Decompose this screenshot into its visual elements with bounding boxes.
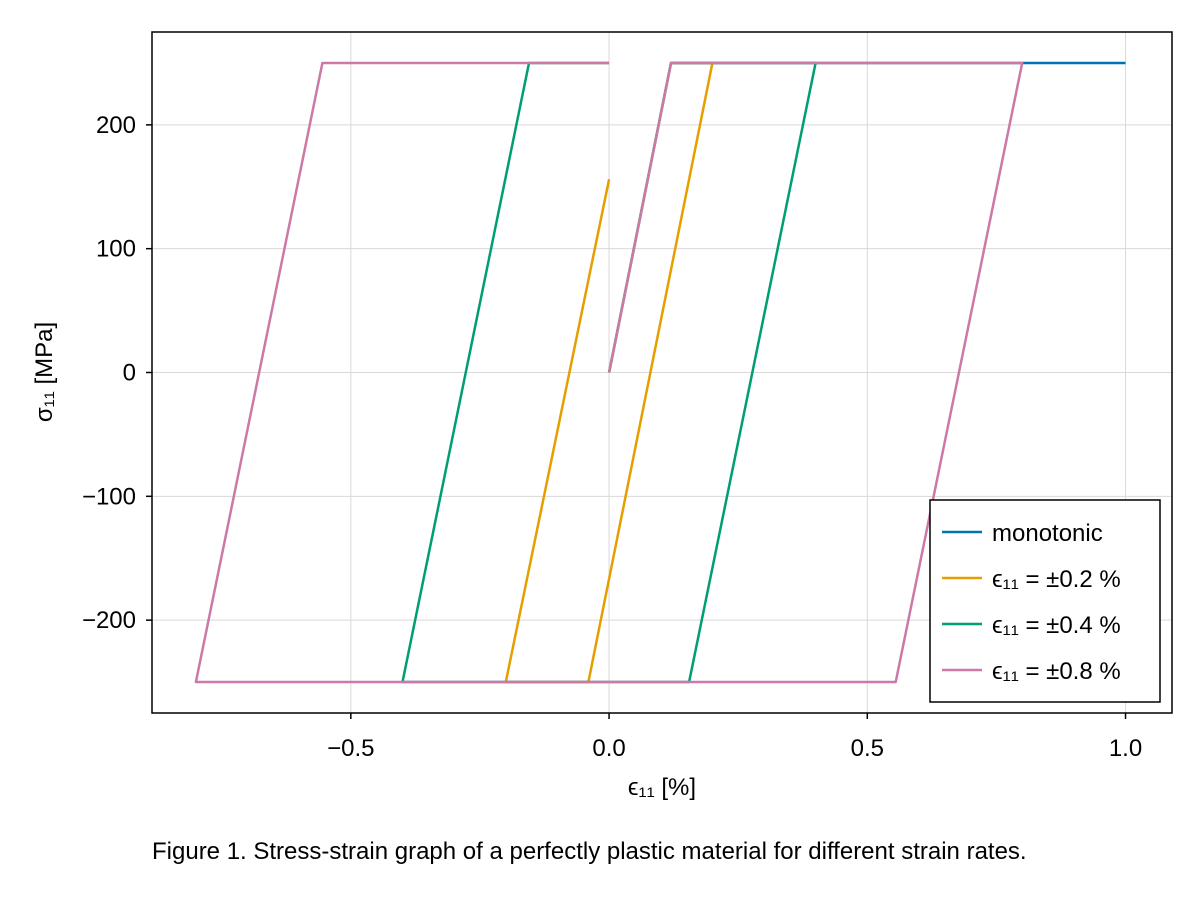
series-lines xyxy=(194,61,1126,684)
y-tick-label: 0 xyxy=(123,360,136,387)
x-tick-label: 0.0 xyxy=(592,735,625,762)
legend-label-2: ϵ₁₁ = ±0.4 % xyxy=(992,612,1121,639)
series-line-3 xyxy=(194,61,1024,684)
x-tick-label: 1.0 xyxy=(1109,735,1142,762)
figure-caption: Figure 1. Stress-strain graph of a perfe… xyxy=(152,838,1027,865)
legend-box xyxy=(929,499,1161,703)
legend: monotonic ϵ₁₁ = ±0.2 % ϵ₁₁ = ±0.4 % ϵ₁₁ = ±… xyxy=(929,499,1161,703)
y-tick-label: 100 xyxy=(96,236,136,263)
x-tick-label: −0.5 xyxy=(327,735,374,762)
y-axis-label: σ₁₁ [MPa] xyxy=(31,322,58,422)
y-tick-label: −200 xyxy=(82,607,136,634)
x-axis-label: ϵ₁₁ [%] xyxy=(628,774,696,801)
y-tick-label: 200 xyxy=(96,112,136,139)
legend-label-0: monotonic xyxy=(992,520,1103,547)
grid xyxy=(152,32,1172,713)
x-tick-label: 0.5 xyxy=(851,735,884,762)
y-tick-label: −100 xyxy=(82,483,136,510)
axis-ticks: −0.5 0.0 0.5 1.0 −200 −100 0 100 200 xyxy=(82,112,1142,762)
legend-label-1: ϵ₁₁ = ±0.2 % xyxy=(992,566,1121,593)
legend-label-3: ϵ₁₁ = ±0.8 % xyxy=(992,658,1121,685)
